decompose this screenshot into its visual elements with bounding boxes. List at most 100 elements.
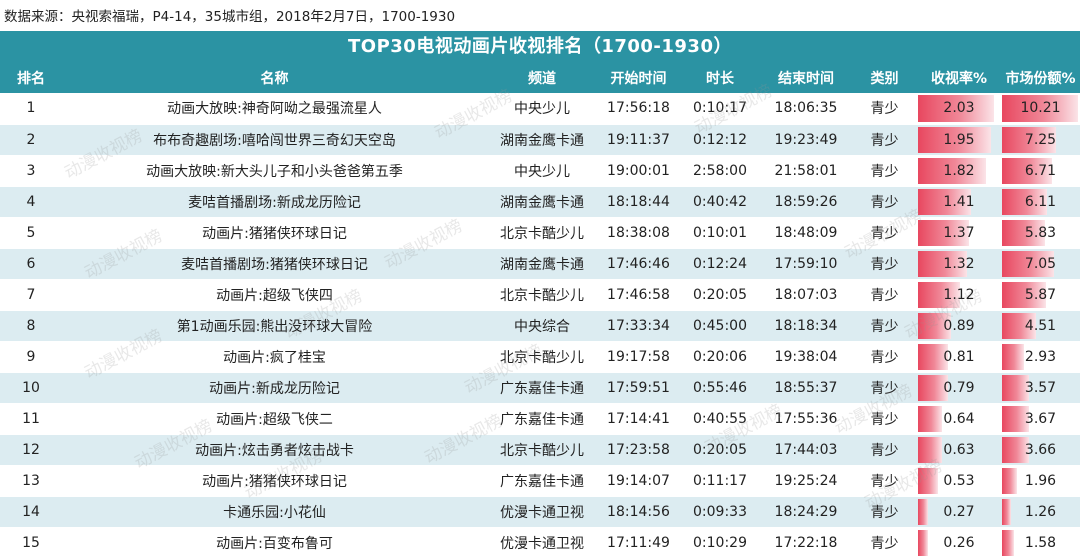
cell-category: 青少	[852, 465, 917, 497]
cell-rating-value: 0.27	[943, 503, 975, 520]
table-row: 9 动画片:疯了桂宝 北京卡酷少儿 19:17:58 0:20:06 19:38:04 青少…	[0, 341, 1080, 373]
cell-market-share-value: 6.11	[1024, 193, 1057, 210]
cell-rating-bar	[918, 436, 942, 463]
cell-market-share-bar	[1002, 219, 1045, 246]
cell-rank: 10	[0, 372, 62, 404]
cell-channel: 广东嘉佳卡通	[487, 372, 597, 404]
cell-channel: 中央综合	[487, 310, 597, 342]
cell-market-share: 1.96	[1001, 465, 1080, 497]
table-row: 4 麦咭首播剧场:新成龙历险记 湖南金鹰卡通 18:18:44 0:40:42 18:59…	[0, 186, 1080, 218]
cell-market-share-value: 2.93	[1024, 348, 1057, 365]
cell-rating-value: 1.41	[943, 193, 975, 210]
cell-start-time: 19:11:37	[597, 124, 680, 156]
table-row: 2 布布奇趣剧场:嘻哈闯世界三奇幻天空岛 湖南金鹰卡通 19:11:37 0:12:12…	[0, 124, 1080, 156]
cell-start-time: 17:46:46	[597, 248, 680, 280]
column-header-channel: 频道	[528, 70, 556, 87]
cell-category: 青少	[852, 186, 917, 218]
cell-program-name: 布布奇趣剧场:嘻哈闯世界三奇幻天空岛	[62, 124, 487, 156]
cell-end-time: 19:23:49	[760, 124, 852, 156]
cell-duration: 0:10:29	[680, 527, 760, 559]
cell-rating-bar	[918, 126, 991, 153]
table-row: 3 动画大放映:新大头儿子和小头爸爸第五季 中央少儿 19:00:01 2:58:00 2…	[0, 155, 1080, 187]
cell-market-share: 3.66	[1001, 434, 1080, 466]
cell-market-share-bar	[1002, 312, 1036, 339]
cell-category: 青少	[852, 527, 917, 559]
cell-start-time: 19:17:58	[597, 341, 680, 373]
cell-category: 青少	[852, 155, 917, 187]
cell-program-name: 麦咭首播剧场:猪猪侠环球日记	[62, 248, 487, 280]
cell-rating-bar	[918, 529, 928, 556]
cell-duration: 0:40:55	[680, 403, 760, 435]
cell-end-time: 18:07:03	[760, 279, 852, 311]
cell-start-time: 17:59:51	[597, 372, 680, 404]
cell-rating: 1.12	[917, 279, 1001, 311]
cell-category: 青少	[852, 372, 917, 404]
cell-channel: 中央少儿	[487, 155, 597, 187]
cell-rating: 0.27	[917, 496, 1001, 528]
cell-end-time: 18:18:34	[760, 310, 852, 342]
cell-channel: 中央少儿	[487, 93, 597, 125]
cell-rating: 2.03	[917, 93, 1001, 125]
cell-rating: 1.37	[917, 217, 1001, 249]
cell-market-share-bar	[1002, 157, 1052, 184]
cell-market-share-bar	[1002, 374, 1029, 401]
cell-rating-bar	[918, 343, 948, 370]
cell-market-share: 5.83	[1001, 217, 1080, 249]
cell-start-time: 17:14:41	[597, 403, 680, 435]
cell-rating-value: 1.82	[943, 162, 975, 179]
cell-market-share-bar	[1002, 405, 1029, 432]
cell-category: 青少	[852, 310, 917, 342]
cell-end-time: 18:24:29	[760, 496, 852, 528]
cell-program-name: 动画大放映:新大头儿子和小头爸爸第五季	[62, 155, 487, 187]
cell-category: 青少	[852, 434, 917, 466]
cell-rank: 3	[0, 155, 62, 187]
cell-duration: 0:11:17	[680, 465, 760, 497]
cell-category: 青少	[852, 124, 917, 156]
cell-duration: 0:10:17	[680, 93, 760, 125]
cell-end-time: 18:48:09	[760, 217, 852, 249]
table-row: 12 动画片:炫击勇者炫击战卡 北京卡酷少儿 17:23:58 0:20:05 17:44…	[0, 434, 1080, 466]
cell-rating: 0.53	[917, 465, 1001, 497]
cell-channel: 湖南金鹰卡通	[487, 248, 597, 280]
cell-market-share-value: 4.51	[1024, 317, 1057, 334]
cell-channel: 湖南金鹰卡通	[487, 186, 597, 218]
cell-duration: 0:10:01	[680, 217, 760, 249]
cell-duration: 0:40:42	[680, 186, 760, 218]
cell-duration: 0:12:24	[680, 248, 760, 280]
cell-market-share: 7.25	[1001, 124, 1080, 156]
column-header-name: 名称	[260, 70, 289, 87]
cell-rating: 0.64	[917, 403, 1001, 435]
cell-market-share-value: 7.05	[1024, 255, 1057, 272]
cell-start-time: 19:14:07	[597, 465, 680, 497]
cell-rating-bar	[918, 281, 960, 308]
column-header-rating: 收视率%	[930, 70, 988, 87]
cell-rank: 8	[0, 310, 62, 342]
column-header-category: 类别	[870, 70, 899, 87]
cell-market-share: 5.87	[1001, 279, 1080, 311]
cell-category: 青少	[852, 279, 917, 311]
cell-program-name: 动画片:超级飞侠二	[62, 403, 487, 435]
cell-end-time: 19:25:24	[760, 465, 852, 497]
cell-rating-value: 1.32	[943, 255, 975, 272]
cell-market-share-value: 7.25	[1024, 131, 1057, 148]
cell-market-share-bar	[1002, 498, 1011, 525]
cell-duration: 0:55:46	[680, 372, 760, 404]
cell-channel: 湖南金鹰卡通	[487, 124, 597, 156]
cell-rating-bar	[918, 95, 994, 122]
cell-program-name: 动画片:猪猪侠环球日记	[62, 465, 487, 497]
cell-start-time: 17:46:58	[597, 279, 680, 311]
cell-start-time: 17:23:58	[597, 434, 680, 466]
table-header-row: 排名 名称 频道 开始时间 时长 结束时间 类别 收视率% 市场份额%	[0, 62, 1080, 93]
cell-program-name: 卡通乐园:小花仙	[62, 496, 487, 528]
cell-market-share-value: 3.57	[1024, 379, 1057, 396]
cell-program-name: 动画片:疯了桂宝	[62, 341, 487, 373]
cell-market-share: 10.21	[1001, 93, 1080, 125]
cell-rating-value: 0.26	[943, 534, 975, 551]
cell-rating: 1.82	[917, 155, 1001, 187]
cell-end-time: 17:55:36	[760, 403, 852, 435]
cell-duration: 0:20:05	[680, 279, 760, 311]
cell-rating-value: 1.37	[943, 224, 975, 241]
cell-rating-value: 0.64	[943, 410, 975, 427]
cell-market-share-bar	[1002, 529, 1014, 556]
cell-market-share: 3.57	[1001, 372, 1080, 404]
